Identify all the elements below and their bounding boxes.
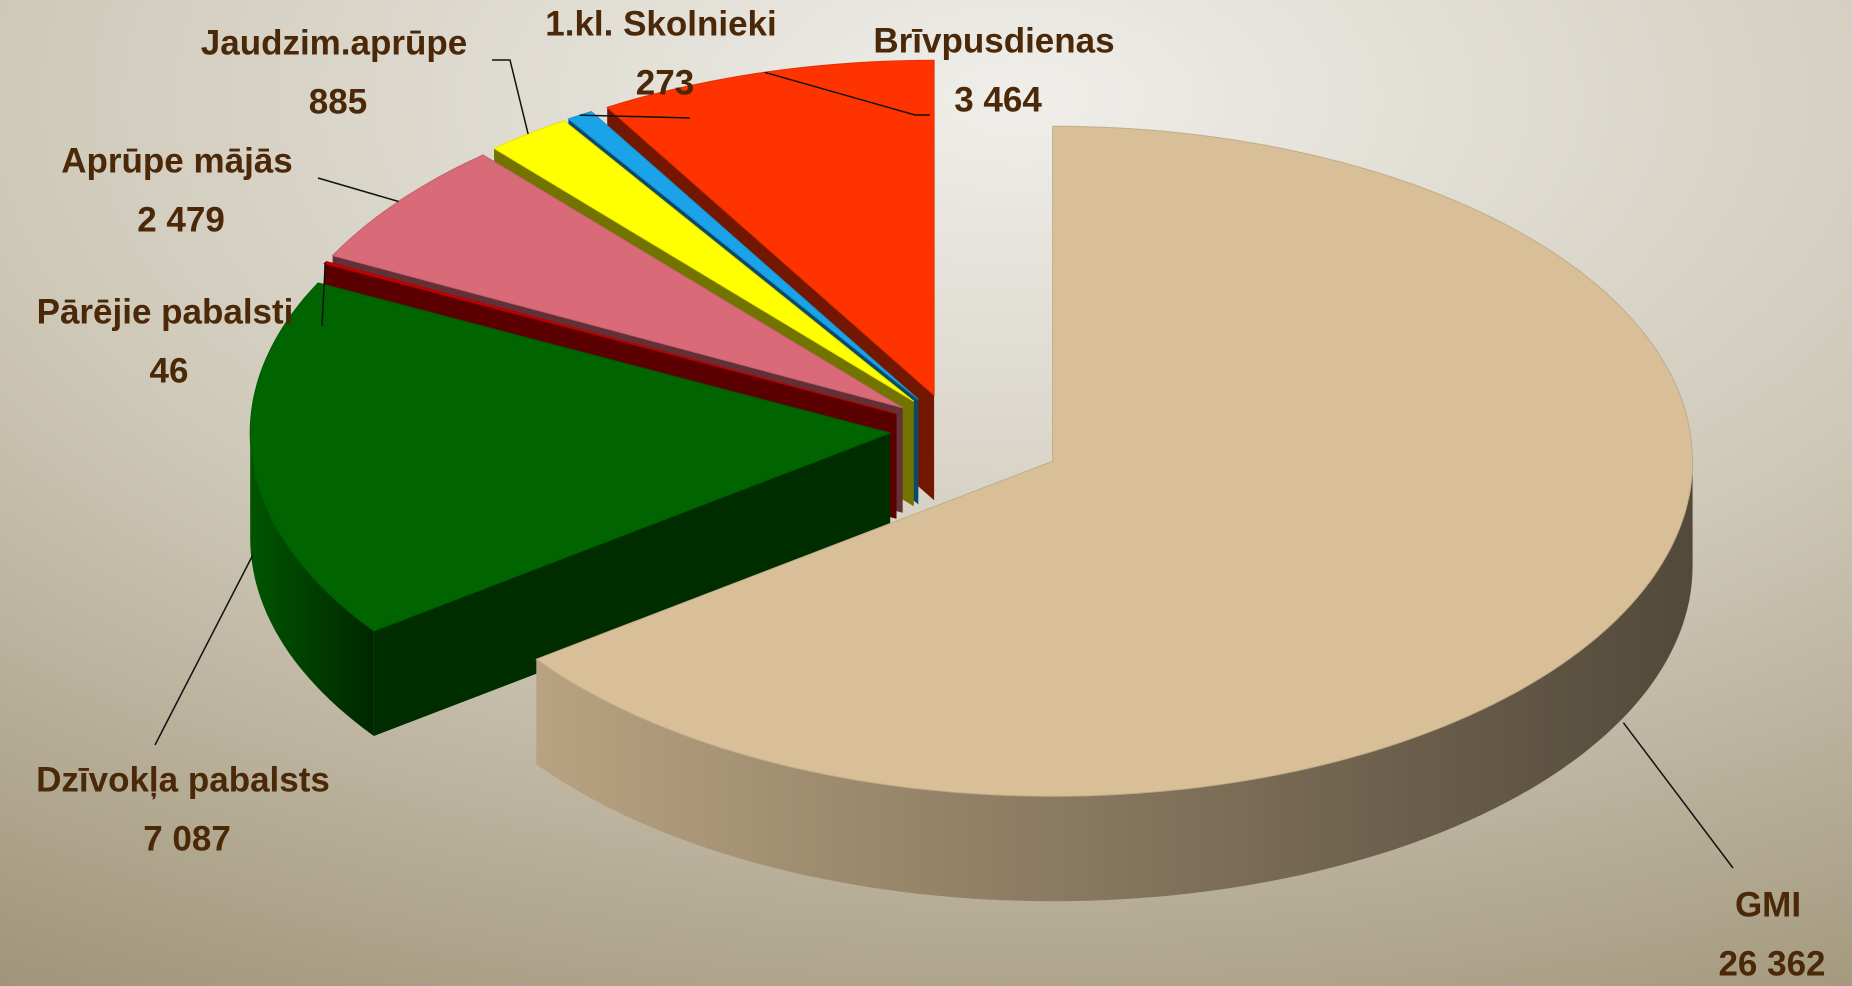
category-label: Pārējie pabalsti: [37, 292, 294, 331]
labels: GMI 26 362 Dzīvokļa pabalsts 7 087 Pārējie p…: [36, 4, 1825, 983]
leader-line: [317, 177, 399, 203]
slice-side: [373, 433, 891, 736]
category-label: Brīvpusdienas: [873, 21, 1114, 60]
value-label: 273: [636, 63, 694, 102]
slice-wall: [536, 461, 1693, 902]
value-label: 3 464: [954, 80, 1042, 119]
value-label: 2 479: [137, 200, 225, 239]
pie: [249, 59, 1694, 902]
slice: [606, 59, 935, 397]
leader-line: [154, 555, 254, 746]
value-label: 7 087: [143, 819, 231, 858]
slice: [535, 125, 1694, 797]
leader-line: [492, 59, 529, 135]
category-label: Aprūpe mājās: [61, 141, 292, 180]
category-label: Dzīvokļa pabalsts: [36, 760, 330, 799]
category-label: GMI: [1735, 885, 1801, 924]
leader-line: [764, 71, 930, 116]
leader-line: [321, 262, 327, 327]
leader-line: [579, 114, 691, 119]
value-label: 46: [150, 351, 189, 390]
value-label: 26 362: [1718, 944, 1825, 983]
category-label: Jaudzim.aprūpe: [201, 23, 467, 62]
slice: [249, 282, 892, 632]
leader-line: [1622, 722, 1734, 869]
category-label: 1.kl. Skolnieki: [545, 4, 777, 43]
value-label: 885: [309, 82, 367, 121]
slice-wall: [250, 433, 374, 736]
